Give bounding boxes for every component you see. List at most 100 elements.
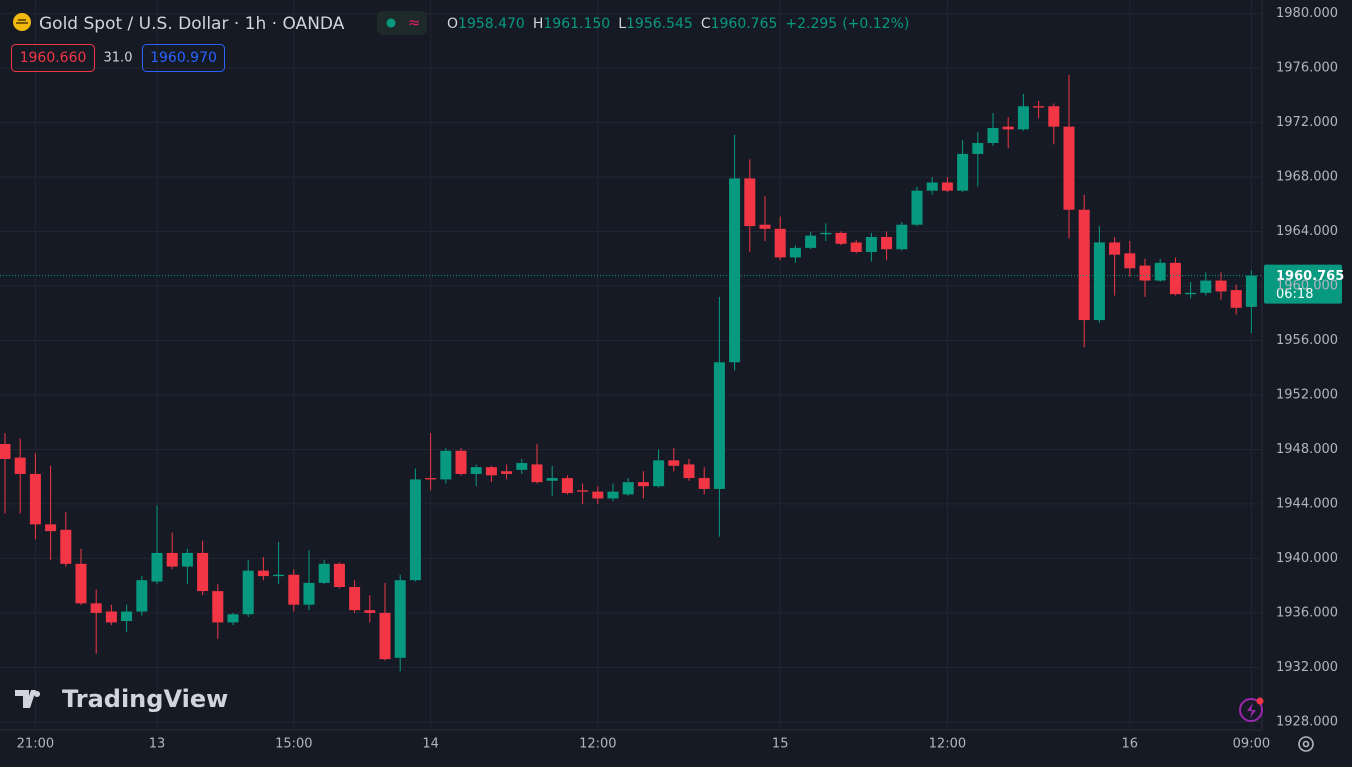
candle-body [1230, 290, 1242, 308]
candle-body [1154, 262, 1166, 281]
candle-body [0, 443, 11, 459]
candle-body [227, 614, 239, 623]
last-price-label: 1960.765 [1276, 269, 1344, 284]
candle-body [835, 232, 847, 244]
candle-body [789, 247, 801, 258]
candle-body [653, 460, 665, 487]
change: +2.295 [785, 16, 837, 32]
candle-body [881, 236, 893, 250]
candle-body [531, 464, 543, 483]
brand-logo [15, 690, 41, 708]
candle-body [425, 478, 437, 480]
candle-body [698, 478, 710, 489]
candle-body [333, 563, 345, 587]
countdown: 06:18 [1276, 287, 1313, 302]
x-tick-label: 15:00 [275, 737, 312, 752]
bid-price: 1960.660 [20, 50, 87, 66]
candle-body [561, 478, 573, 494]
candle-body [303, 582, 315, 605]
candle-body [29, 473, 41, 525]
candle-body [151, 552, 163, 582]
x-tick-label: 12:00 [579, 737, 616, 752]
x-tick-label: 21:00 [17, 737, 54, 752]
ohlc-legend: O1958.470 H1961.150 L1956.545 C1960.765 +2.2… [447, 16, 909, 32]
candle-body [90, 603, 102, 613]
candle-body [501, 471, 513, 474]
chart-title: Gold Spot / U.S. Dollar · 1h · OANDA [39, 14, 345, 34]
ohlc-key: H [533, 16, 544, 32]
buy-box[interactable] [142, 44, 225, 72]
candle-body [729, 178, 741, 363]
candle-body [622, 482, 634, 495]
candle-body [349, 586, 361, 611]
candle-body [181, 552, 193, 567]
candle-body [1048, 106, 1060, 127]
ohlc-key: L [618, 16, 626, 32]
candle-body [972, 143, 984, 154]
sell-box[interactable] [11, 44, 95, 72]
ohlc-value: 1956.545 [626, 16, 693, 32]
candle-body [257, 570, 269, 577]
y-tick-label: 1972.000 [1276, 115, 1338, 130]
y-tick-label: 1964.000 [1276, 224, 1338, 239]
settings-icon[interactable] [1298, 736, 1314, 752]
y-tick-label: 1952.000 [1276, 387, 1338, 402]
candle-body [212, 591, 224, 623]
y-tick-label: 1980.000 [1276, 6, 1338, 21]
overlay: 1960.765 06:18 [0, 264, 1344, 304]
candle-body [957, 153, 969, 191]
candle-body [592, 491, 604, 499]
candle-body [242, 570, 254, 615]
candle-body [865, 236, 877, 252]
x-tick-label: 15 [772, 737, 789, 752]
alert-icon[interactable] [1239, 698, 1263, 722]
x-tick-label: 09:00 [1233, 737, 1270, 752]
candle-body [318, 563, 330, 583]
x-tick-label: 14 [422, 737, 439, 752]
candle-body [1139, 265, 1151, 281]
y-tick-label: 1940.000 [1276, 551, 1338, 566]
ohlc-key: O [447, 16, 458, 32]
candle-body [14, 457, 26, 474]
candle-body [683, 464, 695, 479]
candle-body [1215, 280, 1227, 292]
y-tick-label: 1928.000 [1276, 714, 1338, 729]
candle-body [926, 182, 938, 191]
status-badge[interactable] [377, 11, 427, 35]
candle-body [1124, 253, 1136, 269]
candle-body [1002, 126, 1014, 130]
alert-bolt [1247, 703, 1256, 718]
y-tick-label: 1960.000 [1276, 279, 1338, 294]
y-tick-label: 1944.000 [1276, 496, 1338, 511]
spread: 31.0 [104, 51, 133, 66]
candle-body [759, 224, 771, 229]
candle-body [1169, 262, 1181, 295]
ohlc-value: 1961.150 [543, 16, 610, 32]
candle-body [607, 491, 619, 499]
x-tick-label: 16 [1122, 737, 1139, 752]
candle-body [713, 362, 725, 489]
candle-body [850, 242, 862, 252]
candle-body [805, 235, 817, 248]
candle-body [394, 580, 406, 658]
y-tick-label: 1932.000 [1276, 660, 1338, 675]
ask-price: 1960.970 [150, 50, 217, 66]
candle-body [896, 224, 908, 250]
last-price-tag [1264, 264, 1342, 304]
candle-body [136, 580, 148, 612]
candle-body [774, 228, 786, 258]
candle-body [197, 552, 209, 592]
candle-body [1109, 242, 1121, 255]
candle-body [364, 610, 376, 613]
candle-body [485, 467, 497, 476]
candle-body [379, 612, 391, 660]
candle-body [668, 460, 680, 466]
candles [0, 74, 1257, 672]
candle-body [440, 450, 452, 480]
candle-body [105, 611, 117, 623]
candle-body [273, 574, 285, 577]
delay-icon: ≈ [408, 14, 421, 32]
y-tick-label: 1948.000 [1276, 442, 1338, 457]
